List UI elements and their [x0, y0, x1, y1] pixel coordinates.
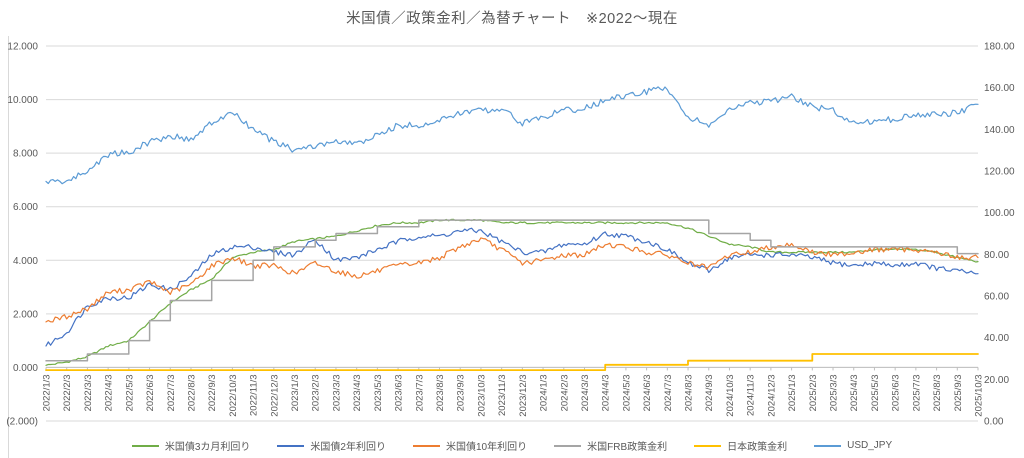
- x-axis-label: 2023/9/3: [456, 374, 467, 411]
- x-axis-label: 2025/9/3: [953, 374, 964, 411]
- series-line-5[interactable]: [45, 86, 979, 185]
- x-axis-label: 2024/9/3: [704, 374, 715, 411]
- series-line-4[interactable]: [45, 353, 979, 371]
- x-axis-label: 2023/10/3: [476, 374, 487, 416]
- y-axis-right-label: 80.00: [984, 250, 1009, 261]
- series-line-0[interactable]: [45, 218, 979, 366]
- x-axis-label: 2024/10/3: [725, 374, 736, 416]
- legend-label: 日本政策金利: [727, 442, 788, 453]
- legend-label: 米国債10年利回り: [445, 442, 528, 453]
- legend-swatch-icon: [277, 444, 305, 447]
- legend-swatch-icon: [412, 444, 440, 447]
- legend-label: USD_JPY: [847, 440, 893, 451]
- y-axis-right-label: 100.00: [984, 208, 1015, 219]
- x-axis-label: 2024/5/3: [621, 374, 632, 411]
- x-axis-label: 2022/3/3: [83, 374, 94, 411]
- legend-item-1[interactable]: 米国債2年利回り: [277, 438, 386, 453]
- legend-item-2[interactable]: 米国債10年利回り: [412, 438, 528, 453]
- x-axis-label: 2023/8/3: [435, 374, 446, 411]
- legend-swatch-icon: [694, 444, 722, 447]
- y-axis-right-label: 180.00: [984, 42, 1015, 53]
- x-axis-label: 2023/7/3: [414, 374, 425, 411]
- legend-label: 米国FRB政策金利: [587, 442, 668, 453]
- y-axis-left-label: 8.000: [13, 149, 38, 160]
- y-axis-right-label: 40.00: [984, 333, 1009, 344]
- x-axis-label: 2022/7/3: [166, 374, 177, 411]
- y-axis-left-label: 6.000: [13, 202, 38, 213]
- y-axis-right-label: 0.00: [984, 417, 1004, 428]
- x-axis-label: 2024/12/3: [766, 374, 777, 416]
- y-axis-left-label: 2.000: [13, 309, 38, 320]
- x-axis-label: 2024/4/3: [601, 374, 612, 411]
- x-axis-label: 2025/2/3: [808, 374, 819, 411]
- x-axis-label: 2024/1/3: [539, 374, 550, 411]
- x-axis-label: 2024/11/3: [746, 374, 757, 416]
- x-axis-label: 2023/12/3: [518, 374, 529, 416]
- y-axis-right-label: 20.00: [984, 375, 1009, 386]
- x-axis-label: 2024/3/3: [580, 374, 591, 411]
- x-axis-label: 2022/6/3: [145, 374, 156, 411]
- x-axis-label: 2022/9/3: [207, 374, 218, 411]
- x-axis-label: 2025/6/3: [891, 374, 902, 411]
- x-axis-label: 2023/5/3: [373, 374, 384, 411]
- legend-swatch-icon: [131, 444, 159, 447]
- series-line-3[interactable]: [45, 219, 979, 362]
- x-axis-label: 2025/8/3: [932, 374, 943, 411]
- x-axis-label: 2025/7/3: [911, 374, 922, 411]
- y-axis-right-label: 60.00: [984, 292, 1009, 303]
- x-axis-label: 2022/11/3: [249, 374, 260, 416]
- x-axis-label: 2024/8/3: [684, 374, 695, 411]
- x-axis-label: 2025/4/3: [849, 374, 860, 411]
- series-line-2[interactable]: [45, 237, 979, 323]
- x-axis-label: 2025/3/3: [829, 374, 840, 411]
- y-axis-right-label: 140.00: [984, 125, 1015, 136]
- x-axis-label: 2022/10/3: [228, 374, 239, 416]
- series-line-1[interactable]: [45, 227, 979, 347]
- y-axis-left-label: 10.000: [7, 95, 38, 106]
- chart-title: 米国債／政策金利／為替チャート ※2022～現在: [346, 11, 678, 27]
- x-axis-label: 2023/3/3: [331, 374, 342, 411]
- x-axis-label: 2025/5/3: [870, 374, 881, 411]
- chart-legend: 米国債3カ月利回り 米国債2年利回り 米国債10年利回り 米国FRB政策金利 日本政策金…: [0, 438, 1024, 453]
- x-axis-label: 2024/6/3: [642, 374, 653, 411]
- legend-label: 米国債3カ月利回り: [164, 442, 251, 453]
- y-axis-left-label: 12.000: [7, 42, 38, 53]
- x-axis-label: 2025/1/3: [787, 374, 798, 411]
- x-axis-label: 2022/12/3: [269, 374, 280, 416]
- x-axis-label: 2023/6/3: [394, 374, 405, 411]
- x-axis-label: 2025/10/3: [974, 374, 985, 416]
- y-axis-right-label: 160.00: [984, 83, 1015, 94]
- x-axis-label: 2022/8/3: [186, 374, 197, 411]
- legend-item-5[interactable]: USD_JPY: [814, 440, 892, 451]
- x-axis-label: 2022/2/3: [62, 374, 73, 411]
- y-axis-left-label: 0.000: [13, 363, 38, 374]
- x-axis-label: 2024/7/3: [663, 374, 674, 411]
- legend-label: 米国債2年利回り: [310, 442, 386, 453]
- x-axis-label: 2023/1/3: [290, 374, 301, 411]
- legend-item-3[interactable]: 米国FRB政策金利: [554, 438, 667, 453]
- x-axis-label: 2023/4/3: [352, 374, 363, 411]
- y-axis-right-label: 120.00: [984, 167, 1015, 178]
- x-axis-label: 2024/2/3: [559, 374, 570, 411]
- x-axis-label: 2022/1/3: [42, 374, 53, 411]
- legend-swatch-icon: [814, 444, 842, 447]
- x-axis-label: 2022/4/3: [104, 374, 115, 411]
- x-axis-label: 2023/2/3: [311, 374, 322, 411]
- x-axis-label: 2023/11/3: [497, 374, 508, 416]
- y-axis-left-label: 4.000: [13, 256, 38, 267]
- legend-item-0[interactable]: 米国債3カ月利回り: [131, 438, 251, 453]
- legend-item-4[interactable]: 日本政策金利: [694, 438, 787, 453]
- y-axis-left-label: (2.000): [6, 417, 38, 428]
- legend-swatch-icon: [554, 444, 582, 447]
- x-axis-label: 2022/5/3: [124, 374, 135, 411]
